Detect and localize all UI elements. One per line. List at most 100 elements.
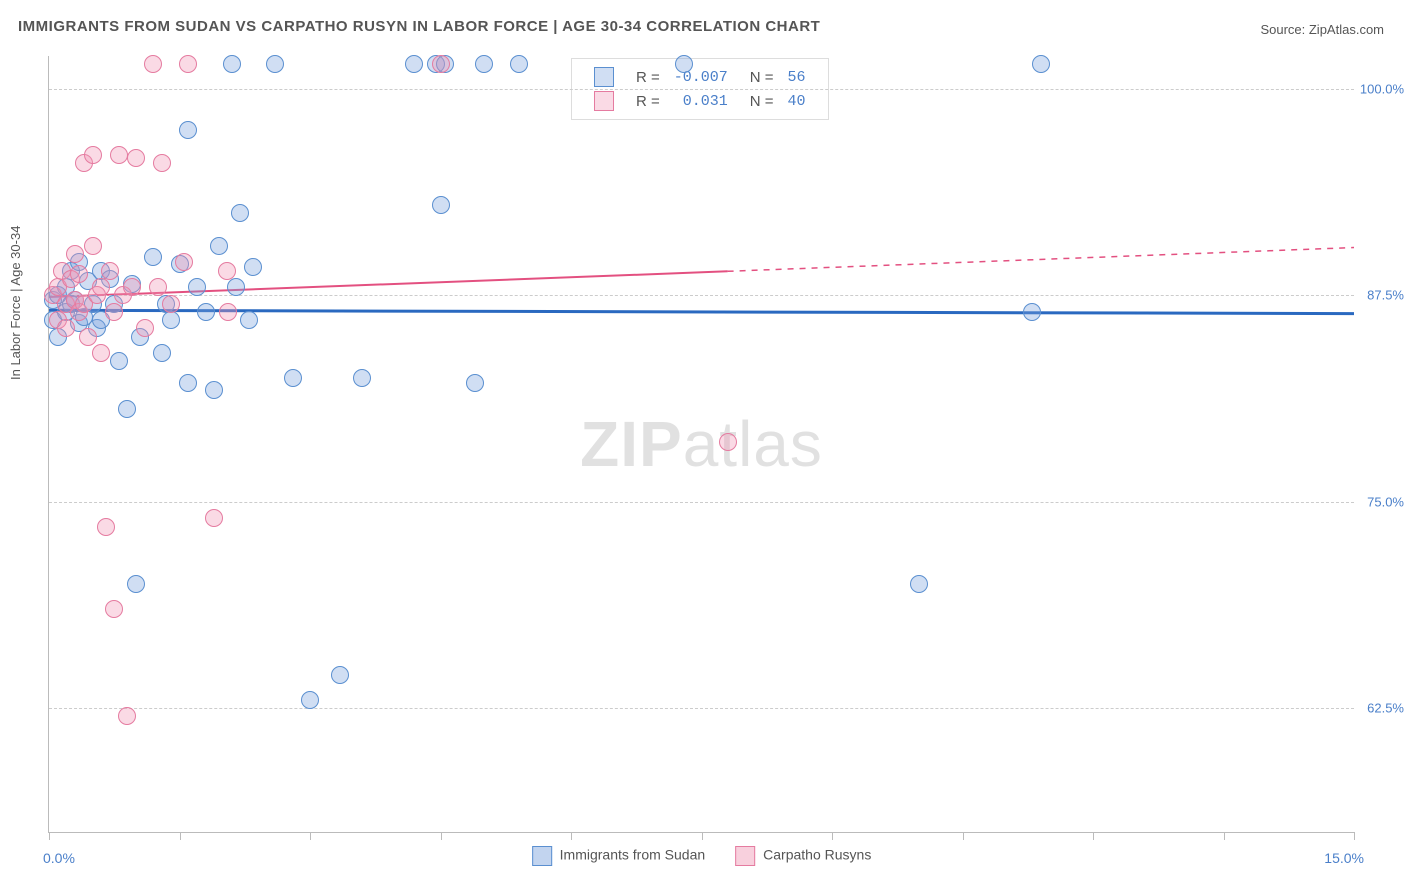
x-tick	[963, 832, 964, 840]
data-point	[136, 319, 154, 337]
data-point	[179, 55, 197, 73]
stats-row: R =-0.007N =56	[588, 66, 812, 88]
data-point	[205, 381, 223, 399]
data-point	[432, 55, 450, 73]
data-point	[162, 311, 180, 329]
stat-N-value: 40	[782, 90, 812, 112]
data-point	[284, 369, 302, 387]
data-point	[353, 369, 371, 387]
data-point	[57, 319, 75, 337]
data-point	[144, 55, 162, 73]
data-point	[179, 374, 197, 392]
data-point	[240, 311, 258, 329]
y-tick-label: 75.0%	[1359, 494, 1404, 509]
legend-label: Carpatho Rusyns	[763, 847, 871, 863]
data-point	[105, 303, 123, 321]
stat-R-label: R =	[630, 90, 666, 112]
data-point	[466, 374, 484, 392]
data-point	[219, 303, 237, 321]
gridline	[49, 502, 1354, 503]
data-point	[97, 518, 115, 536]
data-point	[223, 55, 241, 73]
data-point	[66, 245, 84, 263]
x-tick	[310, 832, 311, 840]
data-point	[101, 262, 119, 280]
gridline	[49, 295, 1354, 296]
stat-R-value: 0.031	[668, 90, 734, 112]
data-point	[675, 55, 693, 73]
stat-N-value: 56	[782, 66, 812, 88]
data-point	[84, 146, 102, 164]
data-point	[179, 121, 197, 139]
y-tick-label: 100.0%	[1359, 82, 1404, 97]
data-point	[84, 237, 102, 255]
regression-lines-svg	[49, 56, 1354, 832]
chart-title: IMMIGRANTS FROM SUDAN VS CARPATHO RUSYN …	[18, 18, 820, 35]
gridline	[49, 708, 1354, 709]
data-point	[175, 253, 193, 271]
data-point	[162, 295, 180, 313]
data-point	[110, 352, 128, 370]
data-point	[910, 575, 928, 593]
x-tick	[832, 832, 833, 840]
data-point	[110, 146, 128, 164]
data-point	[118, 707, 136, 725]
stat-N-label: N =	[736, 66, 780, 88]
series-swatch	[594, 91, 614, 111]
series-swatch	[594, 67, 614, 87]
y-tick-label: 62.5%	[1359, 701, 1404, 716]
data-point	[92, 344, 110, 362]
x-tick	[1224, 832, 1225, 840]
legend-item: Carpatho Rusyns	[735, 846, 871, 866]
data-point	[92, 278, 110, 296]
data-point	[118, 400, 136, 418]
data-point	[405, 55, 423, 73]
series-swatch	[735, 846, 755, 866]
legend-label: Immigrants from Sudan	[560, 847, 706, 863]
data-point	[432, 196, 450, 214]
x-axis-max-label: 15.0%	[1324, 850, 1364, 866]
data-point	[205, 509, 223, 527]
chart-container: IMMIGRANTS FROM SUDAN VS CARPATHO RUSYN …	[0, 0, 1406, 892]
data-point	[231, 204, 249, 222]
data-point	[70, 265, 88, 283]
x-tick	[702, 832, 703, 840]
y-axis-label: In Labor Force | Age 30-34	[8, 226, 23, 380]
legend-item: Immigrants from Sudan	[532, 846, 706, 866]
data-point	[510, 55, 528, 73]
data-point	[197, 303, 215, 321]
stat-R-label: R =	[630, 66, 666, 88]
data-point	[1032, 55, 1050, 73]
data-point	[79, 328, 97, 346]
data-point	[218, 262, 236, 280]
data-point	[127, 149, 145, 167]
y-tick-label: 87.5%	[1359, 288, 1404, 303]
series-swatch	[532, 846, 552, 866]
data-point	[331, 666, 349, 684]
source-attribution: Source: ZipAtlas.com	[1260, 22, 1384, 37]
data-point	[153, 344, 171, 362]
data-point	[153, 154, 171, 172]
regression-line-dashed	[728, 248, 1354, 272]
data-point	[1023, 303, 1041, 321]
stat-N-label: N =	[736, 90, 780, 112]
data-point	[210, 237, 228, 255]
data-point	[188, 278, 206, 296]
legend-bottom: Immigrants from Sudan Carpatho Rusyns	[532, 846, 872, 866]
x-tick	[1354, 832, 1355, 840]
stats-row: R =0.031N =40	[588, 90, 812, 112]
data-point	[149, 278, 167, 296]
plot-area: ZIPatlas R =-0.007N =56R =0.031N =40 0.0…	[48, 56, 1354, 833]
data-point	[144, 248, 162, 266]
x-tick	[1093, 832, 1094, 840]
x-axis-min-label: 0.0%	[43, 850, 75, 866]
data-point	[227, 278, 245, 296]
data-point	[244, 258, 262, 276]
data-point	[105, 600, 123, 618]
data-point	[475, 55, 493, 73]
x-tick	[571, 832, 572, 840]
data-point	[301, 691, 319, 709]
data-point	[266, 55, 284, 73]
data-point	[719, 433, 737, 451]
gridline	[49, 89, 1354, 90]
